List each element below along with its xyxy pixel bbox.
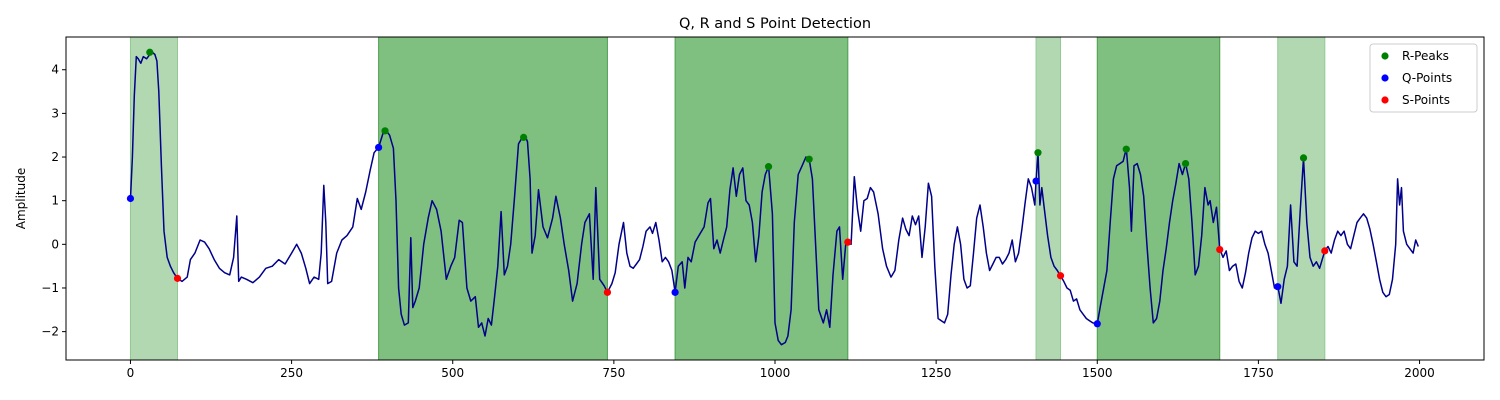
x-tick-label: 0 xyxy=(127,366,135,380)
r-peak-marker xyxy=(520,133,528,141)
s-point-marker xyxy=(844,238,852,246)
shaded-regions xyxy=(129,36,1326,361)
q-point-marker xyxy=(671,288,679,296)
s-point-marker xyxy=(1321,247,1329,255)
x-tick-label: 500 xyxy=(441,366,464,380)
r-peak-marker xyxy=(381,127,389,135)
legend: R-Peaks Q-Points S-Points xyxy=(1369,43,1478,113)
legend-label: R-Peaks xyxy=(1402,49,1449,63)
s-point-marker xyxy=(603,288,612,296)
y-tick-label: 2 xyxy=(51,150,59,164)
y-tick-label: −1 xyxy=(41,281,59,295)
chart-title: Q, R and S Point Detection xyxy=(679,16,871,32)
q-point-marker xyxy=(1032,177,1040,185)
x-tick-label: 750 xyxy=(602,366,625,380)
legend-label: S-Points xyxy=(1402,93,1450,107)
y-tick-label: 4 xyxy=(51,63,59,77)
q-point-marker xyxy=(1093,320,1101,328)
legend-box xyxy=(1369,43,1478,113)
x-tick-label: 1750 xyxy=(1243,366,1274,380)
r-peak-marker xyxy=(1034,149,1042,157)
shaded-region xyxy=(129,36,179,361)
x-axis: 0 250 500 750 1000 1250 1500 1750 2000 xyxy=(127,360,1435,380)
x-tick-label: 2000 xyxy=(1404,366,1435,380)
point-markers xyxy=(126,48,1329,328)
x-tick-label: 1000 xyxy=(760,366,791,380)
x-tick-label: 1250 xyxy=(921,366,952,380)
q-point-marker xyxy=(375,143,383,152)
q-point-marker xyxy=(126,194,135,203)
s-point-marker xyxy=(173,274,182,282)
x-tick-label: 1500 xyxy=(1082,366,1113,380)
y-tick-label: 3 xyxy=(51,106,59,120)
s-point-marker xyxy=(1056,272,1065,280)
legend-label: Q-Points xyxy=(1402,71,1452,85)
y-tick-label: −2 xyxy=(41,325,59,339)
r-peak-marker xyxy=(1181,159,1190,168)
s-point-marker xyxy=(1216,245,1224,254)
legend-marker xyxy=(1381,74,1389,82)
y-axis-label: Amplitude xyxy=(14,168,28,230)
y-tick-label: 1 xyxy=(51,194,59,208)
legend-marker xyxy=(1381,96,1389,104)
r-peak-marker xyxy=(1122,145,1130,153)
x-tick-label: 250 xyxy=(280,366,303,380)
r-peak-marker xyxy=(805,155,813,163)
r-peak-marker xyxy=(146,48,154,56)
legend-marker xyxy=(1381,52,1389,60)
y-tick-label: 0 xyxy=(51,237,59,251)
r-peak-marker xyxy=(764,163,773,171)
y-axis: −2 −1 0 1 2 3 4 xyxy=(41,63,66,339)
q-point-marker xyxy=(1274,283,1282,291)
r-peak-marker xyxy=(1299,154,1308,162)
